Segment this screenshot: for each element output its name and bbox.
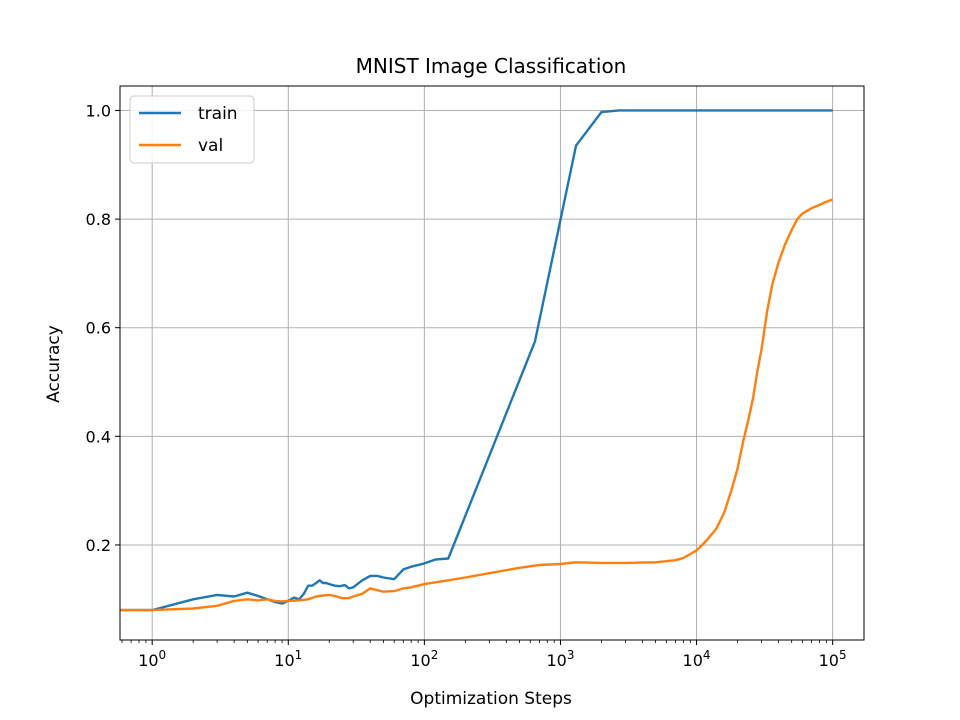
x-tick-label: 105 xyxy=(819,648,847,670)
x-tick-label: 103 xyxy=(546,648,574,670)
y-tick-label: 0.4 xyxy=(86,427,111,446)
x-axis-label: Optimization Steps xyxy=(410,689,572,709)
y-axis-label: Accuracy xyxy=(44,325,64,403)
plot-frame xyxy=(119,85,865,641)
series-line-val xyxy=(120,198,834,612)
legend: train val xyxy=(129,95,255,164)
y-tick-label: 0.8 xyxy=(86,210,111,229)
x-axis: 100 101 102 103 104 105 xyxy=(121,640,847,670)
chart-title: MNIST Image Classification xyxy=(356,54,627,78)
series-layer xyxy=(120,109,834,612)
x-tick-label: 101 xyxy=(274,648,302,670)
y-axis: 0.2 0.4 0.6 0.8 1.0 xyxy=(86,101,120,555)
x-tick-label: 102 xyxy=(410,648,438,670)
legend-label-val: val xyxy=(198,136,223,156)
x-tick-label: 104 xyxy=(683,648,711,670)
y-tick-label: 1.0 xyxy=(86,101,111,120)
y-tick-label: 0.2 xyxy=(86,536,111,555)
y-tick-label: 0.6 xyxy=(86,319,111,338)
legend-label-train: train xyxy=(198,104,238,124)
x-tick-label: 100 xyxy=(138,648,166,670)
